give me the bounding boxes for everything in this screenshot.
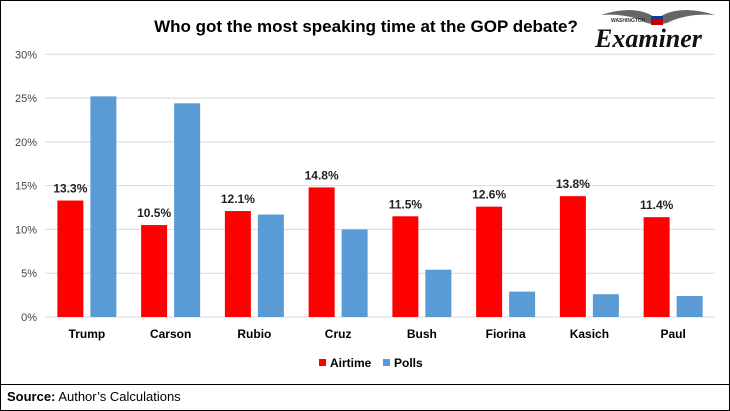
data-label: 13.3% (53, 182, 87, 196)
y-tick-label: 10% (15, 224, 37, 236)
data-label: 11.5% (389, 197, 423, 211)
bar-airtime (308, 187, 335, 317)
source-text: Author’s Calculations (58, 389, 181, 404)
washington-examiner-logo: WASHINGTON Examiner (594, 10, 715, 51)
legend-swatch (319, 359, 326, 366)
bar-airtime (224, 211, 251, 317)
bar-airtime (57, 200, 84, 317)
y-tick-label: 15% (15, 181, 37, 193)
bar-polls (341, 229, 368, 317)
source-label: Source: (7, 389, 56, 404)
x-tick-label: Cruz (325, 327, 352, 341)
data-label: 12.6% (472, 188, 506, 202)
bar-airtime (141, 225, 168, 317)
x-tick-label: Kasich (570, 327, 609, 341)
y-tick-label: 20% (15, 137, 37, 149)
x-tick-label: Bush (407, 327, 437, 341)
bar-polls (592, 294, 619, 317)
data-label: 11.4% (640, 198, 674, 212)
source-note: Source: Author’s Calculations (7, 389, 181, 404)
x-tick-label: Rubio (237, 327, 271, 341)
x-tick-label: Paul (660, 327, 685, 341)
legend-label: Polls (394, 356, 423, 370)
bar-airtime (643, 217, 670, 317)
legend-label: Airtime (330, 356, 372, 370)
bar-polls (174, 103, 201, 317)
svg-text:Examiner: Examiner (594, 24, 703, 51)
svg-text:WASHINGTON: WASHINGTON (611, 18, 646, 24)
y-tick-label: 0% (21, 312, 37, 324)
data-label: 12.1% (221, 192, 255, 206)
chart-title: Who got the most speaking time at the GO… (154, 17, 578, 36)
bar-polls (257, 214, 284, 317)
bar-polls (509, 291, 536, 317)
divider (1, 384, 729, 385)
bar-chart: 0% 5% 10% 15% 20% 25% 30% 13.3% Trump 10.5% Carson… (15, 49, 715, 370)
bar-polls (676, 295, 703, 317)
data-label: 14.8% (305, 168, 339, 182)
data-label: 10.5% (137, 206, 171, 220)
bar-polls (425, 269, 452, 317)
x-tick-label: Carson (150, 327, 191, 341)
y-tick-label: 25% (15, 93, 37, 105)
legend-swatch (383, 359, 390, 366)
y-tick-label: 5% (21, 268, 37, 280)
bar-airtime (559, 196, 586, 317)
x-tick-label: Trump (69, 327, 106, 341)
data-label: 13.8% (556, 177, 590, 191)
y-tick-label: 30% (15, 49, 37, 61)
x-tick-label: Fiorina (486, 327, 526, 341)
bar-airtime (476, 206, 503, 317)
bar-polls (90, 96, 117, 317)
bar-airtime (392, 216, 419, 317)
